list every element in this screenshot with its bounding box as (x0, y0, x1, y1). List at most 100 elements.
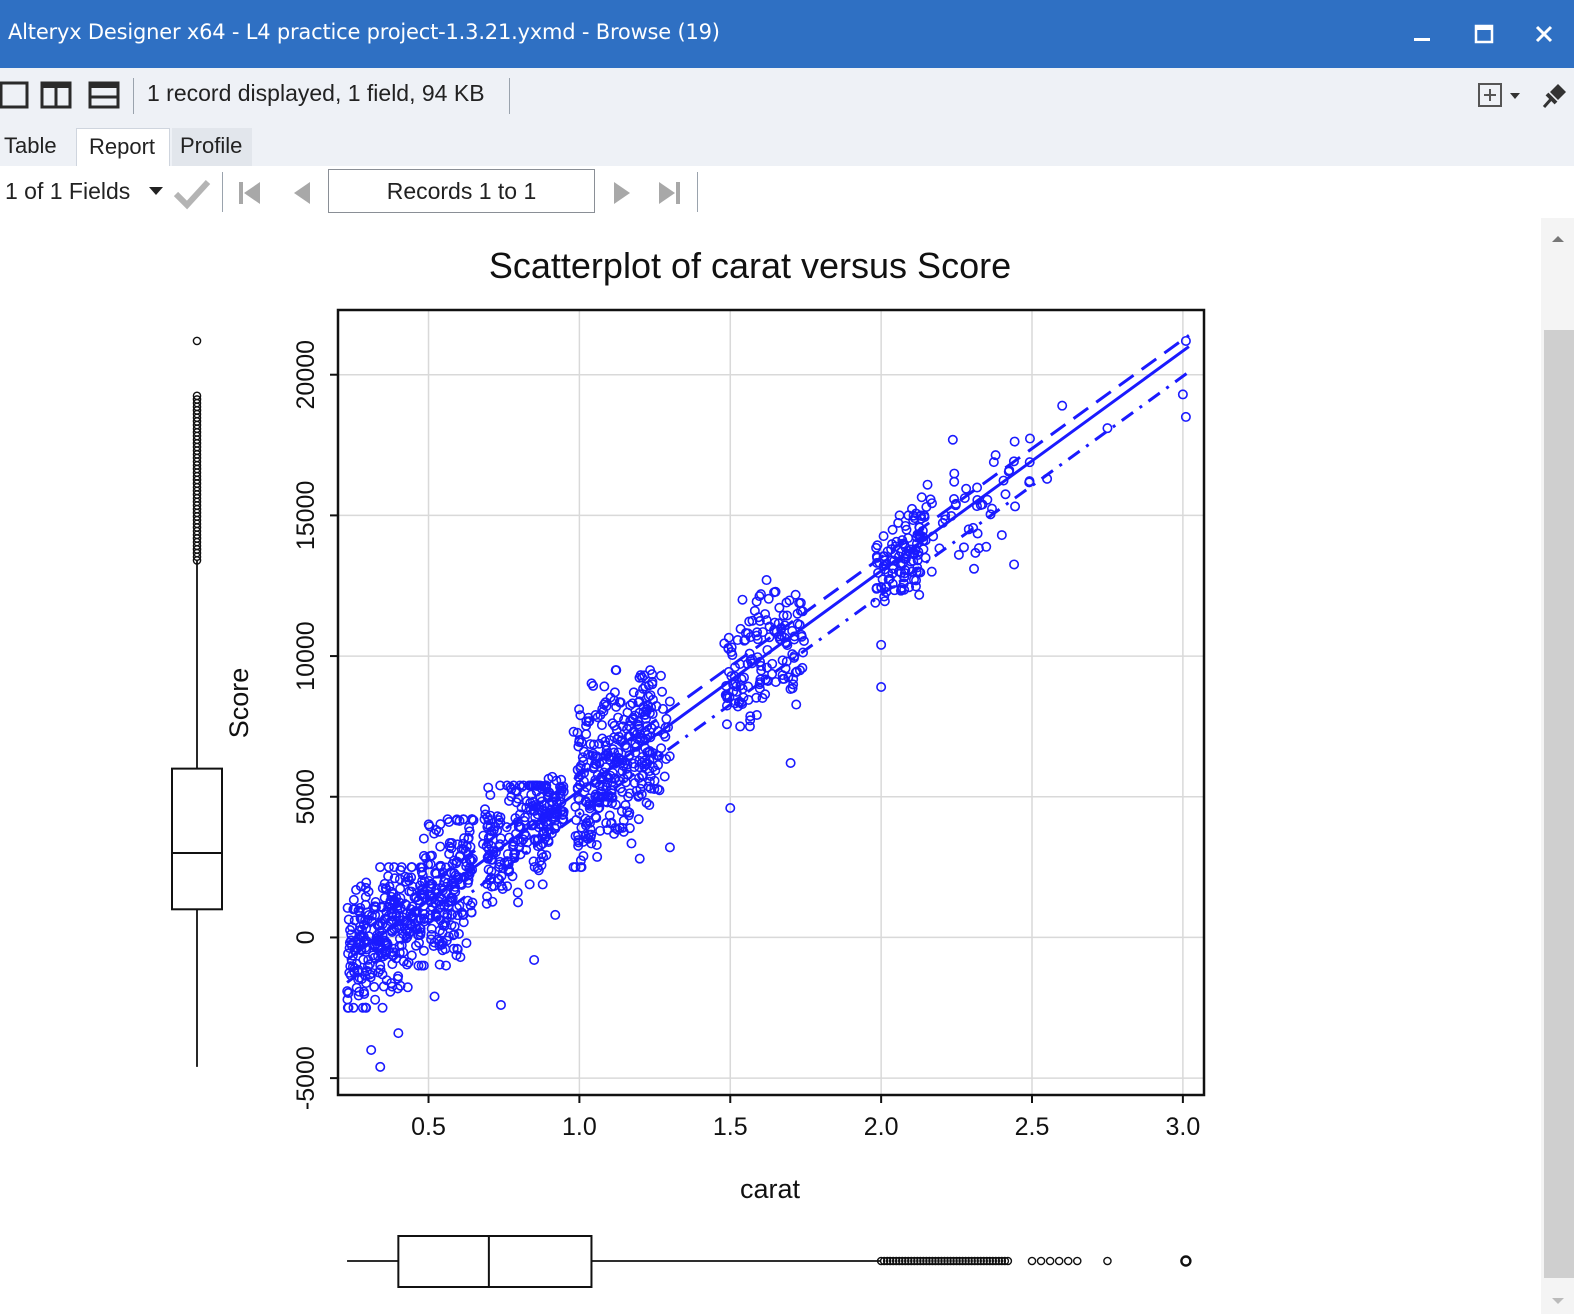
data-point (531, 780, 542, 791)
x-axis-label: carat (740, 1174, 801, 1204)
tab-table[interactable]: Table (0, 128, 76, 166)
tab-report[interactable]: Report (76, 128, 170, 168)
carat-outlier (976, 1256, 986, 1266)
data-point (583, 833, 594, 844)
data-point (1009, 436, 1020, 447)
data-point (464, 822, 475, 833)
carat-outlier (1045, 1256, 1055, 1266)
data-point (756, 665, 767, 676)
previous-record-icon[interactable] (290, 179, 314, 207)
data-point (652, 784, 663, 795)
maximize-icon (1474, 24, 1494, 44)
data-point (876, 682, 887, 693)
data-point (429, 991, 440, 1002)
data-point (434, 959, 445, 970)
data-point (494, 874, 505, 885)
records-range-field[interactable]: Records 1 to 1 (328, 169, 595, 213)
data-point (483, 782, 494, 793)
carat-outlier (1003, 1256, 1013, 1266)
data-point (657, 686, 668, 697)
horizontal-split-button[interactable] (88, 80, 120, 110)
first-record-icon[interactable] (236, 179, 264, 207)
data-point (628, 687, 639, 698)
data-point (590, 789, 601, 800)
scroll-down-icon[interactable] (1551, 1296, 1565, 1306)
data-point (409, 906, 420, 917)
data-point (495, 780, 506, 791)
add-dropdown-button[interactable] (1476, 80, 1526, 110)
data-point (961, 483, 972, 494)
data-point (574, 808, 585, 819)
last-record-icon[interactable] (655, 179, 683, 207)
record-navbar: 1 of 1 Fields Records 1 to 1 (0, 166, 1574, 216)
apply-check-icon[interactable] (172, 176, 212, 210)
data-point (360, 882, 371, 893)
data-point (568, 726, 579, 737)
data-point (414, 912, 425, 923)
data-point (1009, 559, 1020, 570)
data-point (790, 667, 801, 678)
data-point (870, 597, 881, 608)
data-point (418, 833, 429, 844)
data-point (607, 718, 618, 729)
fields-selector[interactable]: 1 of 1 Fields (5, 178, 131, 204)
pin-icon (1542, 84, 1566, 108)
carat-outlier (991, 1256, 1001, 1266)
data-point (785, 757, 796, 768)
data-point (1024, 476, 1035, 487)
data-point (953, 549, 964, 560)
data-point (362, 961, 373, 972)
tab-profile[interactable]: Profile (172, 128, 252, 166)
data-point (394, 874, 405, 885)
single-pane-button[interactable] (0, 80, 30, 110)
data-point (777, 673, 788, 684)
data-point (760, 674, 771, 685)
data-point (446, 837, 457, 848)
data-point (349, 963, 360, 974)
carat-outlier (888, 1256, 898, 1266)
score-outlier (192, 391, 202, 401)
data-point (661, 713, 672, 724)
data-point (528, 856, 539, 867)
vertical-split-button[interactable] (40, 80, 72, 110)
close-button[interactable] (1522, 12, 1566, 56)
data-point (760, 609, 771, 620)
carat-outlier (955, 1256, 964, 1266)
data-point (744, 721, 755, 732)
data-point (426, 923, 437, 934)
y-tick-label: 0 (292, 930, 320, 944)
chevron-down-icon[interactable] (148, 184, 164, 198)
data-point (654, 785, 665, 796)
scrollbar-thumb[interactable] (1544, 330, 1574, 1278)
data-point (353, 990, 364, 1001)
data-point (628, 714, 639, 725)
data-point (639, 755, 650, 766)
carat-outlier (1036, 1256, 1046, 1266)
data-point (578, 851, 589, 862)
data-point (581, 716, 592, 727)
data-point (372, 941, 383, 952)
scroll-up-icon[interactable] (1551, 234, 1565, 244)
data-point (572, 727, 583, 738)
minimize-button[interactable] (1400, 12, 1444, 56)
x-tick-label: 2.5 (1015, 1113, 1050, 1141)
data-point (439, 876, 450, 887)
data-point (988, 457, 999, 468)
data-point (495, 833, 506, 844)
carat-outlier (988, 1256, 998, 1266)
carat-outlier (891, 1256, 901, 1266)
data-point (634, 853, 645, 864)
maximize-button[interactable] (1462, 12, 1506, 56)
next-record-icon[interactable] (610, 179, 634, 207)
data-point (410, 940, 421, 951)
data-point (915, 510, 926, 521)
carat-outlier (900, 1256, 910, 1266)
data-point (526, 789, 537, 800)
x-tick-label: 2.0 (864, 1113, 899, 1141)
data-point (617, 721, 628, 732)
y-tick-label: 5000 (292, 769, 320, 825)
data-point (355, 944, 366, 955)
data-point (659, 771, 670, 782)
pin-button[interactable] (1538, 80, 1568, 110)
data-point (524, 879, 535, 890)
